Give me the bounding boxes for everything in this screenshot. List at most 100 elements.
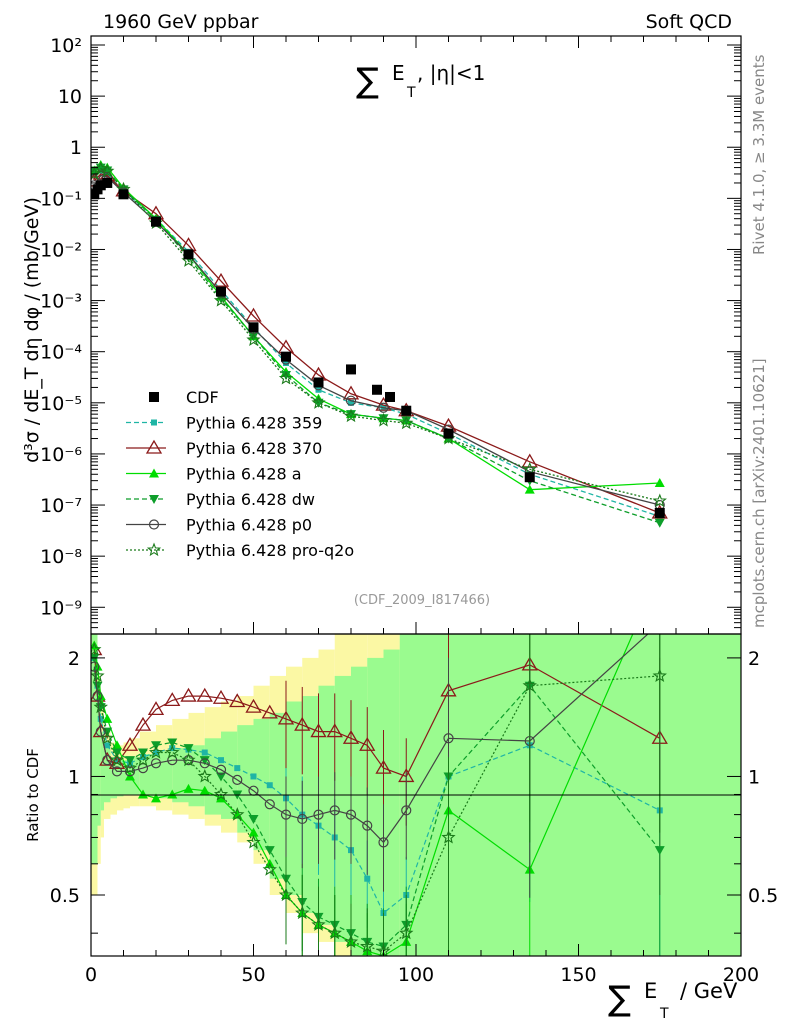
data-point <box>199 756 210 766</box>
data-point <box>245 698 262 713</box>
data-point <box>654 507 665 518</box>
data-point <box>213 786 229 801</box>
data-point <box>148 519 160 530</box>
title-sum: ∑ <box>356 61 379 101</box>
data-point <box>311 395 326 409</box>
header-right: Soft QCD <box>646 11 732 33</box>
y-tick-label: 10⁻² <box>40 239 82 261</box>
data-point <box>378 837 389 848</box>
data-point <box>248 322 259 333</box>
data-point <box>145 439 163 454</box>
main-series-pythia-6-428-a <box>91 159 665 494</box>
y-tick-label: 10⁻⁹ <box>40 597 82 619</box>
data-point <box>100 163 115 178</box>
main-series-pythia-6-428-370 <box>91 165 668 519</box>
data-point <box>151 419 157 426</box>
data-point <box>329 805 340 816</box>
legend-item: Pythia 6.428 p0 <box>126 516 312 535</box>
data-point <box>124 766 136 777</box>
data-point <box>281 351 291 362</box>
data-point <box>216 286 226 297</box>
data-point <box>264 846 275 856</box>
x-axis-label: ∑ E T / GeV <box>608 979 738 1022</box>
xlabel-sub: T <box>659 1006 669 1022</box>
data-point <box>346 410 356 420</box>
stat-band-green <box>156 751 173 799</box>
data-point <box>91 668 105 683</box>
data-point <box>199 785 210 795</box>
data-point <box>310 723 327 738</box>
data-point <box>91 642 102 656</box>
stat-band-green <box>104 748 111 803</box>
data-point <box>149 468 159 478</box>
data-point <box>146 542 162 557</box>
legend-label: Pythia 6.428 359 <box>186 414 322 433</box>
y-tick-label: 10⁻⁴ <box>40 342 82 364</box>
data-point <box>216 772 226 782</box>
data-point <box>213 293 229 307</box>
data-point <box>652 493 667 508</box>
y-tick-label: 1 <box>70 137 82 159</box>
data-point <box>364 875 371 882</box>
legend-label: Pythia 6.428 pro-q2o <box>186 541 354 560</box>
data-point <box>264 799 275 810</box>
y-axis-label: d³σ / dE_T dη dφ / (mb/GeV) <box>21 197 43 463</box>
side-label-rivet: Rivet 4.1.0, ≥ 3.3M events <box>750 54 768 255</box>
series-line <box>94 166 661 524</box>
stat-band-green <box>117 760 124 797</box>
data-point <box>376 412 391 427</box>
stat-band-green <box>383 649 400 956</box>
data-point <box>342 729 360 744</box>
stat-band-green <box>367 657 384 956</box>
legend-item: CDF <box>149 388 219 407</box>
title-sub: T <box>406 85 416 101</box>
data-point <box>93 161 108 175</box>
data-point <box>248 332 259 342</box>
data-point <box>164 692 181 707</box>
stat-band-green <box>237 725 254 833</box>
legend-item: Pythia 6.428 dw <box>126 490 315 509</box>
stat-band-green <box>318 685 335 925</box>
xlabel-rest: / GeV <box>680 979 738 1003</box>
data-point <box>343 934 359 949</box>
data-point <box>165 745 180 759</box>
data-point <box>138 789 148 799</box>
data-point <box>652 668 667 683</box>
stat-band-green <box>97 696 101 826</box>
data-point <box>261 704 278 719</box>
data-point <box>91 661 100 672</box>
main-series <box>91 159 668 528</box>
x-tick-label: 50 <box>241 964 265 986</box>
ratio-line <box>93 634 649 844</box>
axis-ticks: 0 50 100 150 200 10⁻⁹ 10⁻⁸ 10⁻⁷ 10⁻⁶ 10⁻⁵ 10⁻⁴ 10⁻³… <box>40 35 778 986</box>
data-point <box>283 360 289 367</box>
data-point <box>118 189 129 200</box>
data-point <box>196 687 213 702</box>
data-point <box>100 730 115 745</box>
ratio-tick-label: 1 <box>748 766 760 788</box>
x-tick-label: 0 <box>85 964 97 986</box>
ratio-tick-label: 2 <box>748 648 760 670</box>
data-point <box>92 690 103 702</box>
data-point <box>151 793 161 803</box>
series-line <box>93 174 660 506</box>
stat-band-green <box>130 757 140 795</box>
y-tick-label: 10² <box>50 35 82 57</box>
data-point <box>216 793 226 803</box>
ratio-series-pythia-6-428-pro-q2o <box>91 634 667 956</box>
data-point <box>134 716 152 731</box>
ratio-tick-label: 1 <box>68 766 80 788</box>
stat-band-green <box>110 757 117 799</box>
data-point <box>92 681 103 691</box>
data-point <box>150 758 162 769</box>
data-point <box>326 723 343 738</box>
data-point <box>401 416 412 426</box>
data-point <box>655 567 665 576</box>
data-point <box>121 736 139 751</box>
y-tick-label: 10⁻¹ <box>40 188 82 210</box>
legend-label: Pythia 6.428 370 <box>186 439 322 458</box>
y-tick-label: 10 <box>58 86 82 108</box>
side-label-mcplots: mcplots.cern.ch [arXiv:2401.10621] <box>750 358 768 628</box>
data-point <box>91 166 102 181</box>
stat-band-green <box>253 718 270 851</box>
